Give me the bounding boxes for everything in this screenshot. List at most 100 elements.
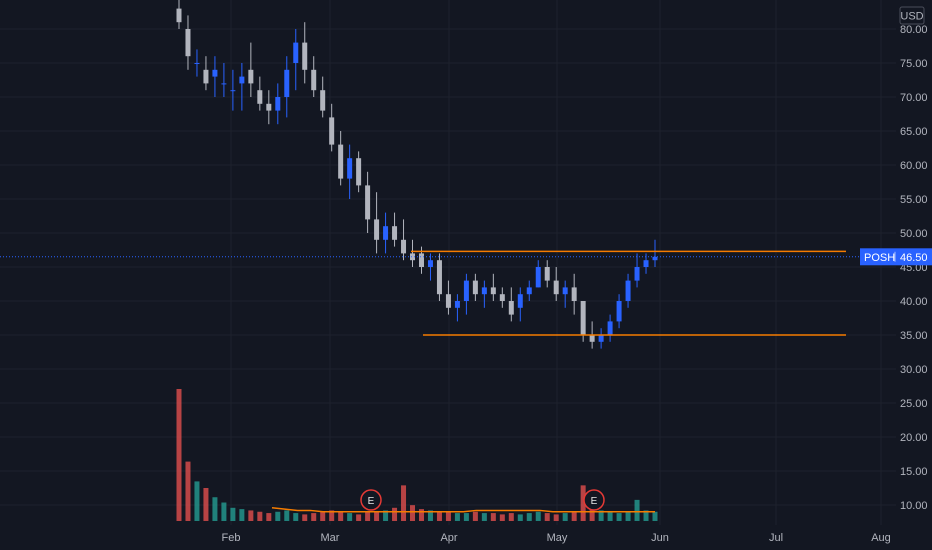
volume-bar bbox=[383, 510, 389, 521]
candle-body bbox=[311, 69, 317, 91]
price-tick-label: 80.00 bbox=[900, 24, 928, 36]
volume-bar bbox=[436, 511, 442, 521]
price-tick-label: 70.00 bbox=[900, 92, 928, 104]
candle-body bbox=[329, 117, 335, 145]
volume-bar bbox=[508, 513, 514, 521]
currency-label: USD bbox=[900, 11, 923, 23]
volume-bar bbox=[652, 511, 658, 521]
price-tick-label: 60.00 bbox=[900, 160, 928, 172]
candle-body bbox=[284, 69, 290, 97]
candle-body bbox=[445, 294, 451, 308]
volume-bar bbox=[643, 510, 649, 521]
last-price-badge: POSH 46.50 bbox=[860, 248, 932, 266]
ticker-price: 46.50 bbox=[900, 252, 928, 264]
volume-bar bbox=[562, 513, 568, 521]
volume-bar bbox=[347, 513, 353, 521]
earnings-icon bbox=[360, 489, 382, 511]
volume-bar bbox=[212, 497, 218, 521]
time-tick-label: Feb bbox=[222, 532, 241, 544]
candle-body bbox=[490, 287, 496, 295]
volume-bar bbox=[463, 513, 469, 521]
time-tick-label: Aug bbox=[871, 532, 891, 544]
time-tick-label: May bbox=[547, 532, 568, 544]
volume-bar bbox=[248, 510, 254, 521]
candle-body bbox=[652, 256, 658, 261]
candle-body bbox=[607, 321, 613, 335]
candle-body bbox=[553, 280, 559, 295]
candle-body bbox=[347, 158, 353, 179]
candle-body bbox=[643, 260, 649, 267]
volume-bar bbox=[356, 514, 362, 521]
candle-body bbox=[580, 301, 586, 335]
candle-body bbox=[544, 267, 550, 281]
candle-body bbox=[427, 260, 433, 267]
volume-bar bbox=[185, 461, 191, 521]
volume-bar bbox=[499, 514, 505, 521]
volume-bar bbox=[607, 511, 613, 521]
candle-body bbox=[508, 301, 514, 315]
volume-bar bbox=[329, 510, 335, 521]
candle-body bbox=[634, 267, 640, 281]
volume-bar bbox=[230, 507, 236, 521]
ticker-symbol: POSH bbox=[864, 252, 895, 264]
candle-body bbox=[481, 287, 487, 295]
candle-body bbox=[293, 42, 299, 63]
time-tick-label: Apr bbox=[440, 532, 457, 544]
candle-body bbox=[526, 287, 532, 295]
candle-body bbox=[365, 185, 371, 220]
candle-body bbox=[275, 97, 281, 111]
candle-body bbox=[203, 69, 209, 84]
trendlines[interactable] bbox=[411, 250, 846, 336]
candle-body bbox=[320, 90, 326, 111]
volume-bar bbox=[445, 511, 451, 521]
volume-bar bbox=[257, 511, 263, 521]
volume-bar bbox=[221, 502, 227, 521]
volume-bar bbox=[302, 514, 308, 521]
time-tick-label: Mar bbox=[321, 532, 340, 544]
volume-bar bbox=[454, 513, 460, 521]
candle-body bbox=[221, 83, 227, 85]
candle-body bbox=[374, 219, 380, 240]
earnings-icon bbox=[583, 489, 605, 511]
candle-body bbox=[454, 301, 460, 308]
volume-pane bbox=[176, 389, 658, 521]
time-axis[interactable]: Feb Mar Apr May Jun Jul Aug bbox=[222, 532, 891, 544]
volume-bar bbox=[176, 389, 182, 521]
volume-bar bbox=[275, 511, 281, 521]
volume-bar bbox=[239, 509, 245, 521]
volume-bar bbox=[544, 513, 550, 521]
volume-bar bbox=[580, 485, 586, 521]
candles bbox=[176, 0, 658, 349]
candle-body bbox=[185, 29, 191, 57]
price-axis[interactable]: 10.0015.0020.0025.0030.0035.0040.0045.00… bbox=[900, 24, 928, 512]
volume-moving-average bbox=[271, 507, 655, 513]
candle-body bbox=[535, 267, 541, 288]
candle-body bbox=[571, 287, 577, 301]
candle-body bbox=[410, 253, 416, 261]
earnings-marker[interactable]: E bbox=[360, 489, 382, 511]
price-tick-label: 30.00 bbox=[900, 364, 928, 376]
candle-body bbox=[401, 239, 407, 254]
volume-bar bbox=[374, 511, 380, 521]
candle-body bbox=[463, 280, 469, 301]
candle-body bbox=[212, 69, 218, 77]
candle-body bbox=[499, 294, 505, 301]
currency-badge[interactable]: USD bbox=[899, 6, 925, 25]
candle-body bbox=[356, 158, 362, 186]
volume-bar bbox=[481, 513, 487, 521]
volume-bar bbox=[427, 510, 433, 521]
volume-bar bbox=[338, 511, 344, 521]
candle-body bbox=[257, 90, 263, 104]
earnings-marker[interactable]: E bbox=[583, 489, 605, 511]
candle-body bbox=[302, 42, 308, 70]
volume-bar bbox=[311, 513, 317, 521]
volume-bar bbox=[410, 505, 416, 521]
volume-bar bbox=[598, 510, 604, 521]
price-tick-label: 75.00 bbox=[900, 58, 928, 70]
volume-bar bbox=[266, 513, 272, 521]
volume-bar bbox=[571, 511, 577, 521]
time-tick-label: Jun bbox=[651, 532, 669, 544]
price-tick-label: 35.00 bbox=[900, 330, 928, 342]
